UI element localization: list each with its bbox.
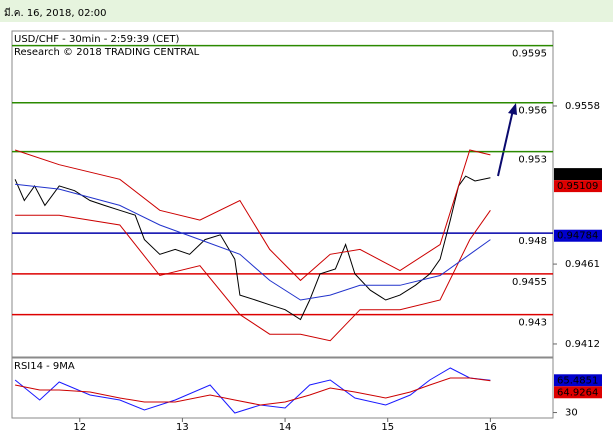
series-line	[14, 175, 491, 321]
price-tag	[554, 229, 602, 242]
price-tag-label: 65.4851	[557, 375, 598, 386]
y-tick-label: 0.9412	[565, 339, 600, 350]
series-line	[15, 210, 491, 342]
price-tag-label: 64.9264	[557, 387, 598, 398]
price-tag-label: 0.94784	[557, 231, 598, 242]
level-label: 0.9595	[512, 49, 547, 60]
series-line	[14, 367, 491, 414]
y-tick-label: 0.9558	[565, 101, 600, 112]
level-label: 0.9455	[512, 277, 547, 288]
series-line	[15, 377, 491, 406]
forecast-arrow	[497, 109, 514, 177]
header-datetime: มี.ค. 16, 2018, 02:00	[4, 7, 107, 19]
x-tick-label: 16	[484, 422, 497, 433]
x-tick-label: 15	[381, 422, 394, 433]
level-label: 0.953	[518, 155, 547, 166]
forecast-arrowhead	[508, 103, 517, 115]
header-bar	[0, 0, 613, 22]
level-label: 0.948	[518, 236, 547, 247]
panel-title: RSI14 - 9MA	[14, 361, 75, 372]
level-label: 0.956	[518, 106, 547, 117]
price-tag-label: 0.95109	[557, 181, 598, 192]
x-tick-label: 12	[73, 422, 86, 433]
x-tick-label: 14	[279, 422, 292, 433]
series-line	[15, 183, 491, 301]
main-panel	[11, 30, 554, 358]
price-tag	[554, 168, 602, 181]
x-tick-label: 13	[176, 422, 189, 433]
price-tag	[554, 180, 602, 193]
panel-title: USD/CHF - 30min - 2:59:39 (CET)	[14, 34, 180, 45]
level-label: 0.943	[518, 318, 547, 329]
rsi-panel	[11, 357, 554, 419]
panel-subtitle: Research © 2018 TRADING CENTRAL	[14, 47, 200, 58]
price-tag	[554, 386, 602, 399]
y-tick-label: 30	[565, 408, 578, 419]
series-line	[14, 149, 491, 282]
price-tag-label: 0.95162	[557, 169, 598, 180]
y-tick-label: 0.9461	[565, 259, 600, 270]
price-tag	[554, 374, 602, 387]
